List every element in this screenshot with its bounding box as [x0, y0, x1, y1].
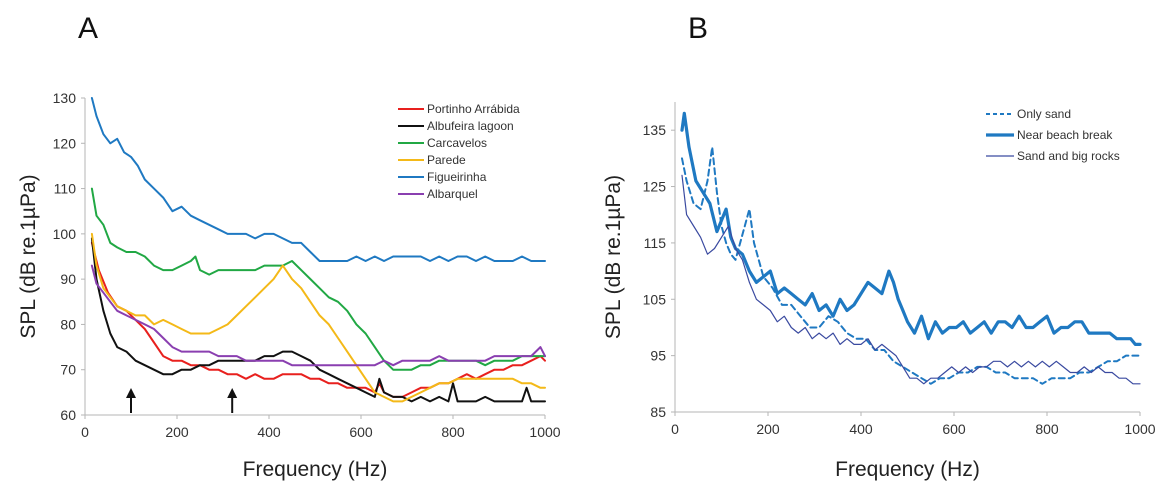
panel-a-x-tick-label: 800 [441, 424, 465, 440]
panel-label-a: A [78, 12, 98, 45]
legend-label-albarquel: Albarquel [427, 187, 478, 201]
panel-a-y-tick-label: 120 [53, 135, 77, 151]
panel-a-y-tick-label: 130 [53, 90, 77, 106]
series-line-only-sand [681, 146, 1141, 385]
panel-a-x-tick-label: 400 [257, 424, 281, 440]
panel-label-b: B [688, 12, 708, 45]
legend-label-carcavelos: Carcavelos [427, 136, 487, 150]
series-line-figueirinha [90, 97, 546, 262]
panel-a-legend: Portinho Arrábida Albufeira lagoon Carcave… [398, 102, 520, 201]
panel-a-y-tick-label: 80 [60, 316, 76, 332]
legend-label-sand-and-big-rocks: Sand and big rocks [1017, 149, 1120, 163]
panel-a-y-tick-label: 110 [54, 181, 77, 197]
panel-b-y-tick-label: 105 [643, 291, 667, 307]
series-line-near-beach-break [680, 111, 1142, 346]
panel-b-x-tick-label: 0 [671, 421, 679, 437]
legend-label-portinho-arrabida: Portinho Arrábida [427, 102, 520, 116]
panel-a-x-tick-label: 600 [349, 424, 373, 440]
panel-a-y-tick-label: 90 [60, 271, 76, 287]
panel-a-y-tick-label: 100 [53, 226, 77, 242]
series-line-sand-and-big-rocks [681, 174, 1141, 385]
panel-a-x-tick-label: 200 [165, 424, 189, 440]
series-line-albarquel [90, 264, 546, 367]
annotation-arrow [227, 388, 238, 413]
panel-b-x-tick-label: 1000 [1124, 421, 1155, 437]
legend-label-albufeira-lagoon: Albufeira lagoon [427, 119, 514, 133]
legend-label-near-beach-break: Near beach break [1017, 128, 1113, 142]
panel-b-x-tick-label: 200 [756, 421, 780, 437]
chart-panel-a: 60 70 80 90 100 110 120 130 0 200 400 600 800 1000 Fre… [17, 90, 561, 481]
chart-panel-b: 85 95 105 115 125 135 0 200 400 600 800 1000 Frequen… [602, 102, 1156, 481]
panel-b-x-tick-label: 600 [942, 421, 966, 437]
panel-a-x-axis-title: Frequency (Hz) [243, 458, 388, 481]
annotation-arrow [126, 388, 136, 413]
legend-label-only-sand: Only sand [1017, 107, 1071, 121]
panel-b-x-tick-label: 800 [1035, 421, 1059, 437]
panel-b-legend: Only sand Near beach break Sand and big ro… [986, 107, 1120, 163]
series-line-carcavelos [90, 187, 546, 371]
panel-b-y-tick-label: 135 [643, 122, 667, 138]
legend-label-parede: Parede [427, 153, 466, 167]
panel-b-y-tick-label: 115 [644, 235, 667, 251]
panel-a-x-tick-label: 1000 [529, 424, 560, 440]
panel-b-y-tick-label: 125 [643, 179, 667, 195]
panel-a-x-tick-label: 0 [81, 424, 89, 440]
series-line-parede [90, 232, 546, 403]
series-line-albufeira-lagoon [90, 237, 546, 403]
series-line-portinho-arrabida [90, 241, 546, 398]
legend-label-figueirinha: Figueirinha [427, 170, 487, 184]
panel-b-y-tick-label: 95 [650, 348, 666, 364]
panel-b-x-axis-title: Frequency (Hz) [835, 458, 980, 481]
panel-a-y-axis-title: SPL (dB re.1µPa) [17, 174, 40, 338]
panel-b-y-tick-label: 85 [650, 404, 666, 420]
panel-b-x-tick-label: 400 [849, 421, 873, 437]
panel-a-y-tick-label: 60 [60, 407, 76, 423]
panel-a-y-tick-label: 70 [60, 362, 76, 378]
panel-b-y-axis-title: SPL (dB re.1µPa) [602, 175, 625, 339]
